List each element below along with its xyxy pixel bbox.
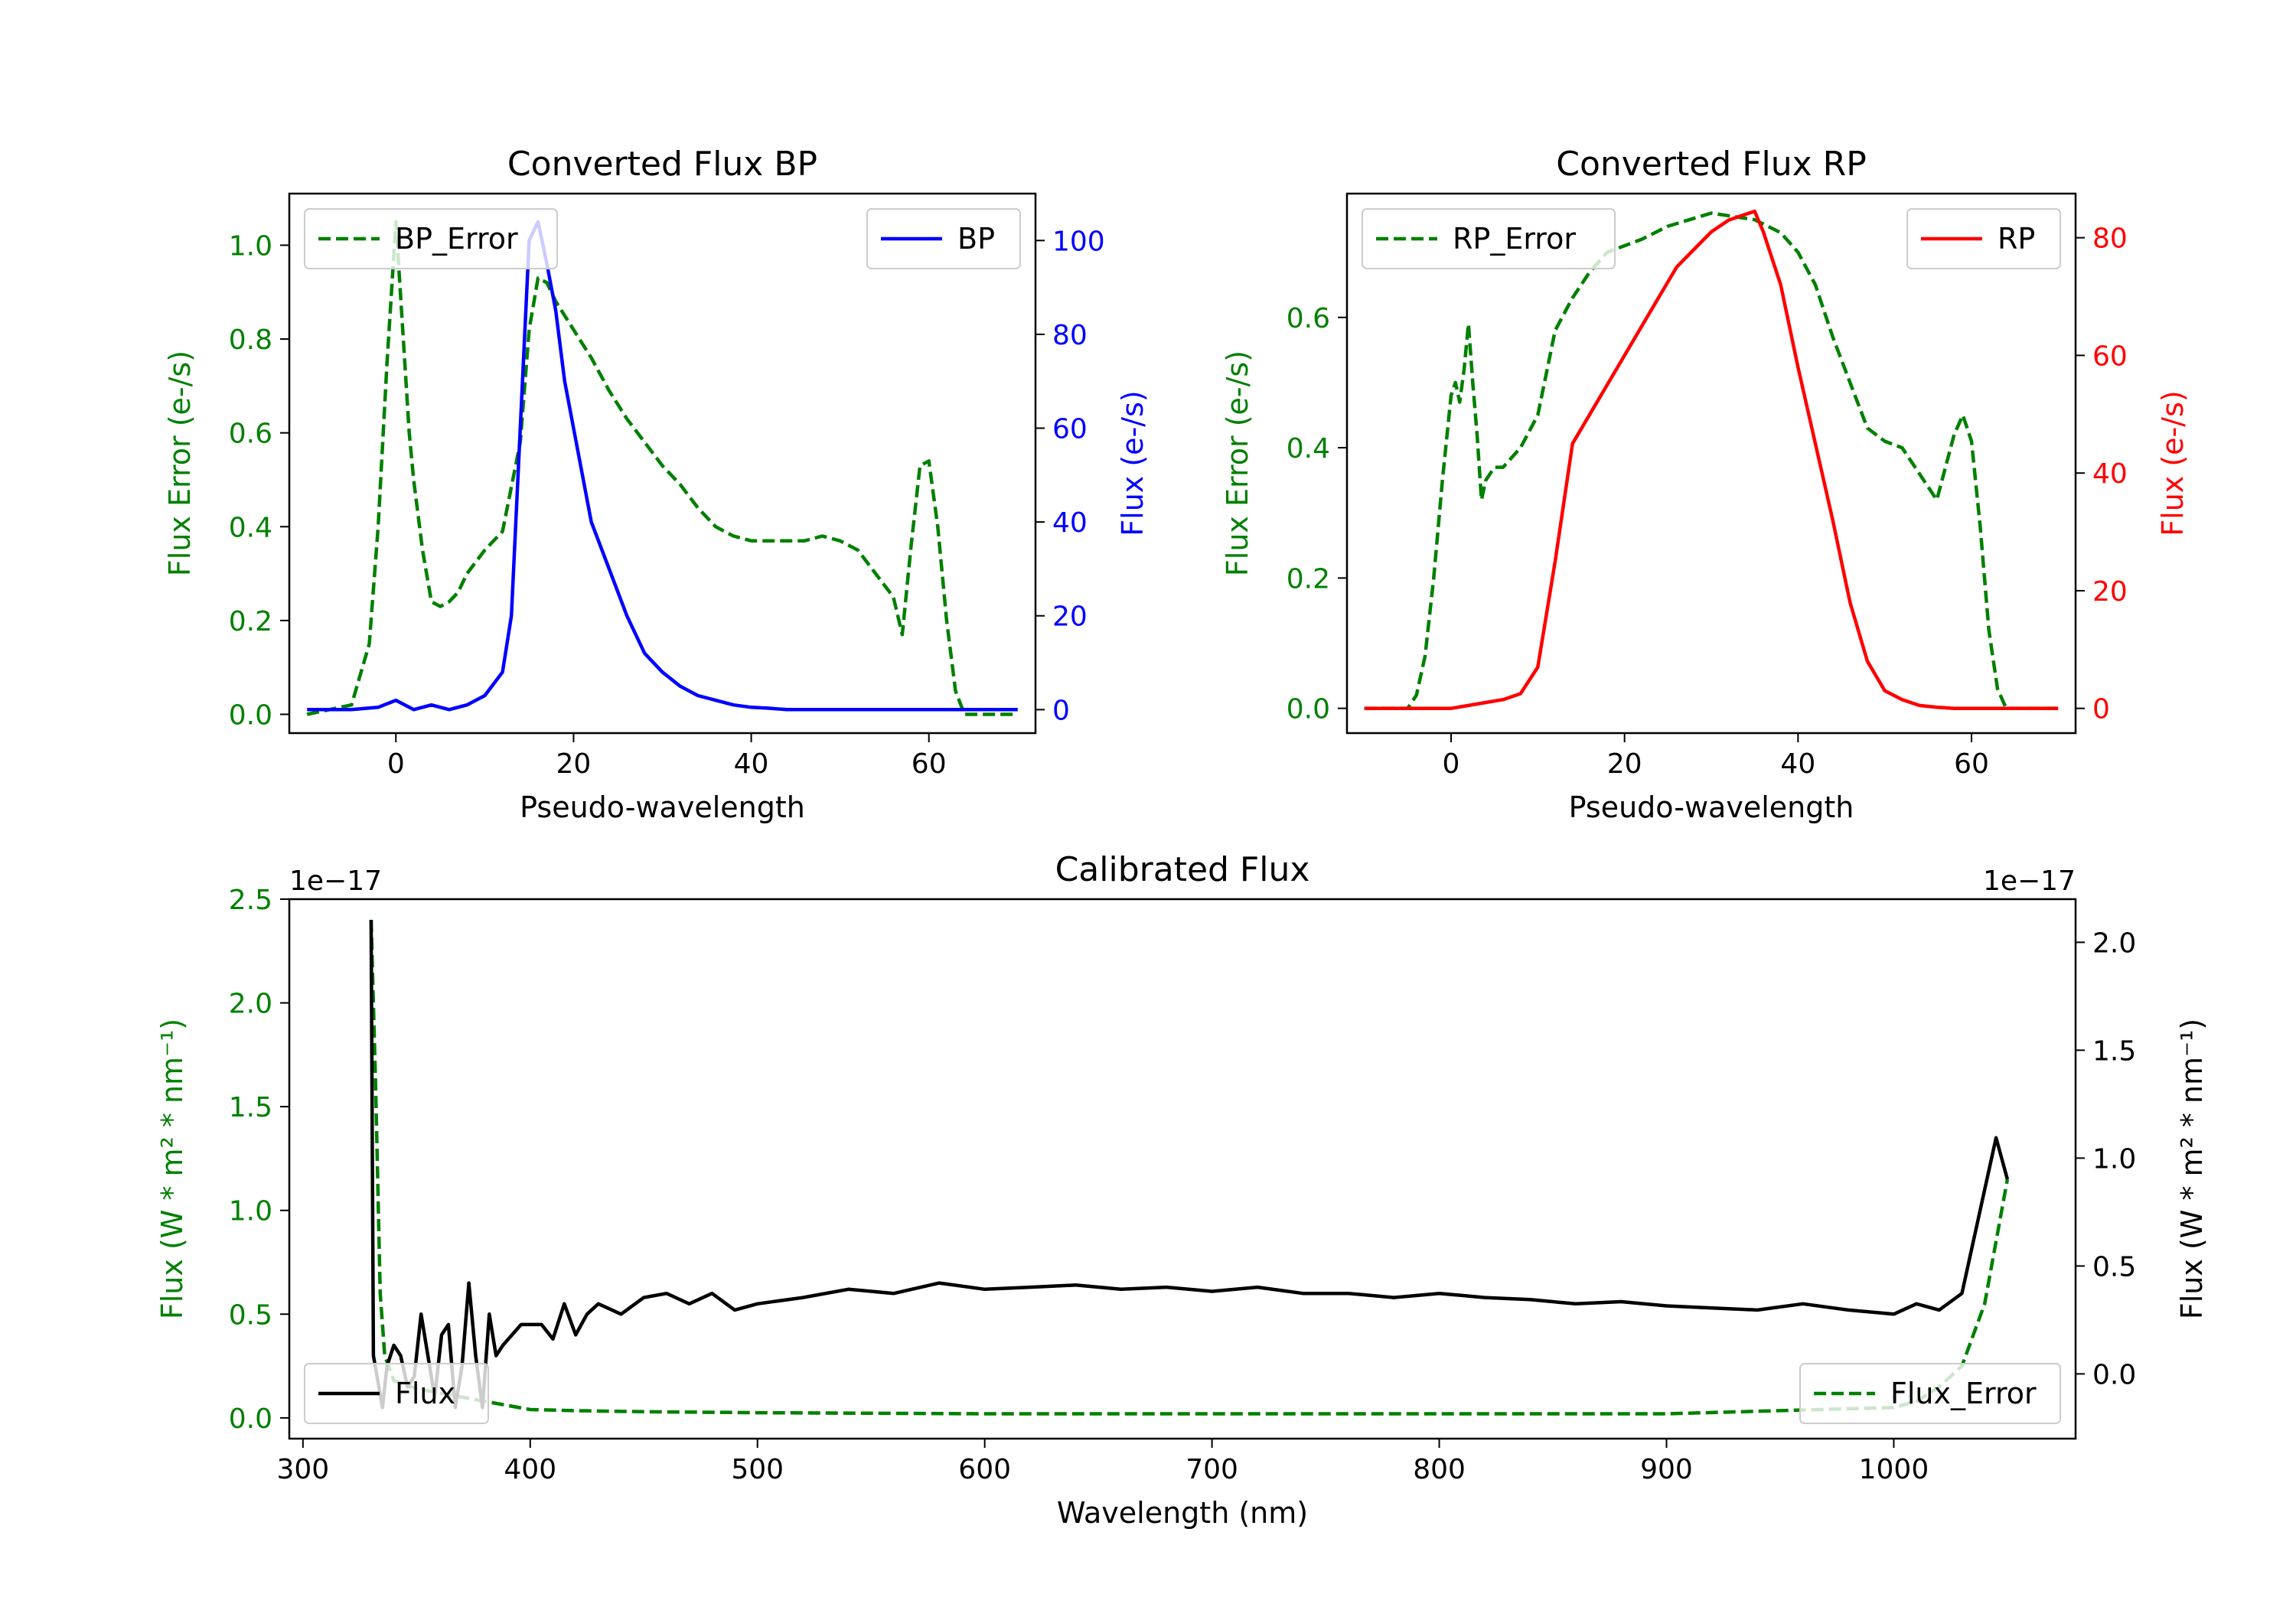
x-tick-label: 0 [1443, 748, 1460, 780]
x-tick-label: 800 [1413, 1454, 1466, 1485]
y-right-tick-label: 0.0 [2092, 1359, 2136, 1390]
x-tick-label: 20 [1607, 748, 1642, 780]
series-line-bp [307, 220, 1018, 712]
rp-chart: Converted Flux RP 0 20 40 60 Pseudo-wavelengt… [1221, 145, 2190, 824]
bp-chart: Converted Flux BP 0 20 40 60 Pseudo-wavelengt… [163, 145, 1150, 824]
series-group [306, 220, 1018, 716]
legend-box [1799, 1363, 2061, 1424]
series-group [369, 920, 2010, 1416]
x-axis-label: Pseudo-wavelength [1569, 790, 1854, 824]
y-right-tick-label: 80 [1052, 320, 1088, 351]
y-right-axis-label: Flux (W * m² * nm⁻¹) [2175, 1019, 2209, 1319]
x-tick-label: 0 [387, 748, 405, 780]
x-tick-label: 900 [1640, 1454, 1693, 1485]
legend-bp-error: BP_Error [304, 208, 558, 269]
y-left-offset-label: 1e−17 [289, 865, 382, 897]
cal-chart: Calibrated Flux 300 400 500 600 700 800 900 1000… [155, 850, 2209, 1530]
legend-bp: BP [866, 208, 1021, 269]
y-left-tick-label: 2.5 [229, 885, 272, 916]
y-left-tick-label: 0.2 [1287, 563, 1330, 595]
legend-label: Flux [395, 1377, 455, 1410]
y-right-tick-label: 40 [2092, 458, 2128, 490]
x-tick-label: 600 [958, 1454, 1011, 1485]
series-line-flux [369, 920, 2010, 1410]
y-left-tick-label: 0.2 [229, 606, 272, 637]
legend-label: Flux_Error [1890, 1377, 2037, 1410]
x-tick-label: 60 [1954, 748, 1989, 780]
y-right-tick-label: 40 [1052, 507, 1088, 539]
y-left-tick-label: 0.6 [1287, 303, 1330, 334]
y-right-tick-label: 20 [2092, 576, 2128, 608]
x-axis-label: Pseudo-wavelength [520, 790, 805, 824]
legend-box [304, 1363, 489, 1424]
legend-box [1362, 208, 1616, 269]
legend-box [1906, 208, 2061, 269]
y-left-axis-label: Flux Error (e-/s) [163, 350, 197, 576]
y-left-tick-label: 1.0 [229, 230, 272, 262]
y-right-tick-label: 1.5 [2092, 1035, 2136, 1067]
chart-title: Converted Flux BP [507, 145, 817, 184]
x-tick-label: 40 [734, 748, 769, 780]
y-right-tick-label: 60 [1052, 414, 1088, 445]
series-line-rp-error [1364, 211, 2059, 710]
y-left-tick-label: 2.0 [229, 989, 272, 1020]
legend-box [304, 208, 558, 269]
chart-title: Calibrated Flux [1055, 850, 1310, 889]
y-left-axis-label: Flux (W * m² * nm⁻¹) [155, 1019, 189, 1319]
x-tick-label: 500 [731, 1454, 784, 1485]
y-right-tick-label: 0.5 [2092, 1251, 2136, 1283]
series-line-flux-error [369, 920, 2010, 1416]
y-left-axis-label: Flux Error (e-/s) [1221, 350, 1254, 576]
y-right-tick-label: 80 [2092, 223, 2128, 255]
x-tick-label: 60 [912, 748, 947, 780]
y-right-tick-label: 100 [1052, 226, 1105, 257]
series-group [1364, 209, 2059, 710]
x-tick-label: 300 [276, 1454, 329, 1485]
y-right-offset-label: 1e−17 [1983, 865, 2076, 897]
legend-label: RP_Error [1453, 222, 1576, 256]
legend-rp-error: RP_Error [1362, 208, 1616, 269]
plot-frame [1345, 192, 2077, 735]
y-left-tick-label: 0.5 [229, 1299, 272, 1331]
legend-flux-error: Flux_Error [1799, 1363, 2061, 1424]
legend-flux: Flux [304, 1363, 489, 1424]
y-left-tick-label: 0.4 [229, 512, 272, 543]
y-left-tick-label: 0.0 [229, 1403, 272, 1435]
y-right-tick-label: 2.0 [2092, 927, 2136, 959]
series-line-rp [1364, 209, 2059, 710]
y-left-tick-label: 0.0 [1287, 694, 1330, 725]
y-left-tick-label: 0.8 [229, 324, 272, 356]
legend-rp: RP [1906, 208, 2061, 269]
series-line-bp-error [306, 220, 1018, 716]
legend-box [866, 208, 1021, 269]
plot-frame [288, 192, 1037, 735]
x-tick-label: 1000 [1859, 1454, 1929, 1485]
x-tick-label: 700 [1186, 1454, 1238, 1485]
x-axis-label: Wavelength (nm) [1057, 1496, 1308, 1530]
y-right-tick-label: 0 [2092, 694, 2110, 725]
y-right-axis-label: Flux (e-/s) [2156, 390, 2190, 536]
y-left-tick-label: 0.4 [1287, 433, 1330, 464]
x-tick-label: 40 [1780, 748, 1815, 780]
y-left-tick-label: 0.0 [229, 699, 272, 731]
y-left-tick-label: 1.0 [229, 1196, 272, 1227]
x-tick-label: 400 [504, 1454, 556, 1485]
y-left-tick-label: 0.6 [229, 419, 272, 450]
y-left-tick-label: 1.5 [229, 1092, 272, 1123]
y-right-axis-label: Flux (e-/s) [1116, 390, 1150, 536]
legend-label: BP_Error [395, 222, 518, 256]
y-right-tick-label: 60 [2092, 341, 2128, 372]
plot-frame [288, 898, 2077, 1440]
y-right-tick-label: 20 [1052, 601, 1088, 633]
y-right-tick-label: 0 [1052, 695, 1070, 726]
legend-label: RP [1998, 222, 2035, 256]
y-right-tick-label: 1.0 [2092, 1143, 2136, 1175]
legend-label: BP [957, 222, 995, 256]
chart-title: Converted Flux RP [1556, 145, 1867, 184]
x-tick-label: 20 [556, 748, 592, 780]
